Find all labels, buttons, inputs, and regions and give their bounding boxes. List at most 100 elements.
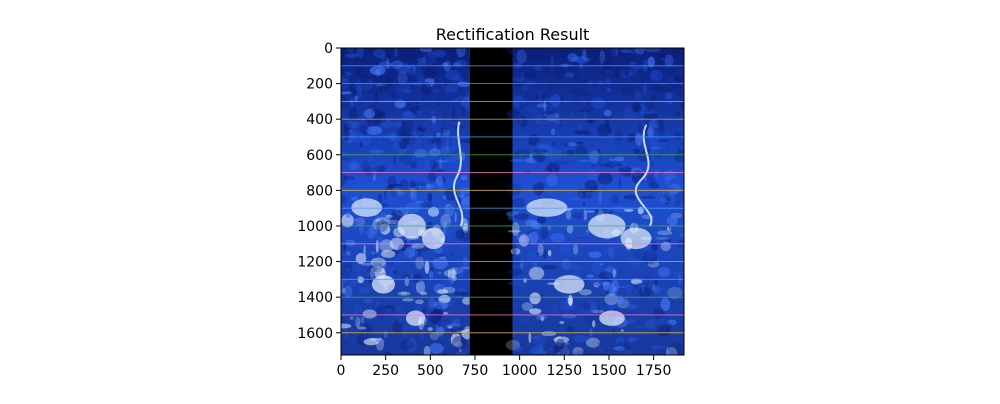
right-image-texture-blob	[653, 308, 666, 320]
left-image-texture-blob	[435, 253, 449, 262]
left-image-texture-blob	[341, 174, 348, 186]
right-image-texture-blob	[537, 90, 543, 104]
left-image-texture-blob	[341, 267, 351, 281]
right-image-texture-blob	[623, 194, 639, 200]
x-axis: 0 250 500 750 1000 1250 1500 1750	[337, 355, 672, 379]
x-tick-label: 1750	[636, 363, 672, 379]
right-image-texture-blob	[666, 81, 675, 93]
right-image-texture-blob	[646, 174, 656, 186]
right-image-snow-patch-4	[599, 310, 625, 326]
right-image-texture-blob	[582, 202, 586, 207]
right-image-texture-blob	[597, 153, 609, 167]
left-image-texture-blob	[355, 265, 361, 274]
right-image-texture-blob	[517, 306, 522, 312]
left-image-texture-blob	[366, 125, 383, 136]
right-image-texture-blob	[535, 315, 547, 320]
right-image-texture-blob	[611, 279, 620, 292]
right-image-texture-blob	[613, 346, 625, 351]
left-image-texture-blob	[348, 107, 358, 122]
left-image-texture-blob	[359, 72, 368, 84]
left-image-texture-blob	[416, 66, 421, 70]
left-image-texture-blob	[383, 352, 393, 355]
left-image-texture-blob	[378, 193, 383, 203]
left-image-texture-blob	[342, 48, 348, 61]
y-tick-label: 1400	[297, 290, 333, 306]
right-image-texture-blob	[652, 174, 659, 180]
left-image-texture-blob	[403, 122, 417, 125]
left-image-texture-blob	[399, 339, 416, 351]
left-image-texture-blob	[360, 140, 363, 148]
left-image-texture-blob	[345, 207, 352, 219]
right-image-texture-blob	[535, 141, 543, 153]
right-image-texture-blob	[597, 172, 613, 185]
left-image-texture-blob	[374, 92, 379, 105]
left-image-texture-blob	[394, 136, 402, 142]
right-image-texture-blob	[674, 273, 681, 279]
left-image-texture-blob	[390, 70, 397, 75]
left-image-texture-blob	[408, 130, 424, 137]
right-image-texture-blob	[628, 255, 642, 267]
right-image-texture-blob	[593, 272, 607, 275]
right-image-texture-blob	[658, 317, 665, 321]
right-image-texture-blob	[648, 182, 660, 189]
left-image-texture-blob	[353, 311, 358, 325]
right-image-texture-blob	[530, 51, 544, 63]
right-image-texture-blob	[543, 99, 547, 112]
left-image-texture-blob	[423, 68, 439, 77]
right-image-texture-blob	[623, 303, 638, 310]
right-image-texture-blob	[511, 222, 520, 236]
right-image-texture-blob	[634, 91, 642, 102]
left-image-texture-blob	[370, 266, 385, 274]
right-image-texture-blob	[505, 339, 520, 351]
left-image-texture-blob	[402, 189, 408, 201]
left-image-texture-blob	[346, 120, 360, 129]
right-image-texture-blob	[647, 56, 655, 68]
right-image-texture-blob	[647, 260, 660, 268]
right-image-texture-blob	[675, 110, 680, 118]
left-image-texture-blob	[414, 250, 420, 260]
right-image-snow-patch-3	[553, 275, 585, 294]
left-image-texture-blob	[456, 264, 465, 278]
left-image-river	[452, 121, 464, 227]
right-image-texture-blob	[578, 124, 582, 132]
left-image-texture-blob	[345, 53, 358, 58]
right-image-river	[634, 124, 653, 227]
left-image-texture-blob	[390, 90, 397, 102]
right-image-texture-blob	[623, 208, 634, 212]
right-image-texture-blob	[593, 282, 600, 288]
right-image-texture-blob	[586, 169, 598, 182]
right-image-texture-blob	[620, 49, 632, 54]
left-image-texture-blob	[395, 71, 407, 83]
left-image-texture-blob	[403, 65, 414, 69]
right-image-texture-blob	[523, 278, 527, 283]
right-image-texture-blob	[513, 154, 529, 166]
right-image-texture-blob	[533, 153, 546, 163]
left-image-texture-blob	[364, 165, 373, 176]
left-image-texture-blob	[458, 346, 462, 353]
right-image-texture-blob	[537, 243, 544, 256]
y-tick-label: 400	[306, 112, 333, 128]
right-image-texture-blob	[598, 271, 614, 282]
right-image-texture-blob	[666, 76, 674, 83]
right-image-texture-blob	[513, 118, 523, 123]
right-image-texture-blob	[573, 141, 585, 145]
right-image-texture-blob	[623, 66, 630, 75]
right-image-texture-blob	[591, 262, 605, 274]
right-image-texture-blob	[546, 227, 558, 233]
right-image-texture-blob	[590, 309, 605, 314]
left-image-texture-blob	[433, 301, 449, 310]
right-image-texture-blob	[618, 173, 628, 186]
left-image-texture-blob	[385, 214, 394, 219]
left-image-texture-blob	[420, 291, 427, 296]
left-image-texture-blob	[420, 82, 432, 96]
right-image-texture-blob	[666, 346, 678, 355]
left-image-texture-blob	[401, 120, 408, 130]
left-image-texture-blob	[414, 148, 428, 158]
right-image-texture-blob	[664, 238, 672, 243]
left-image-texture-blob	[417, 245, 430, 252]
right-image-texture-blob	[597, 341, 605, 346]
left-image-texture-blob	[400, 80, 409, 84]
right-image-texture-blob	[614, 130, 624, 142]
left-image-texture-blob	[369, 65, 386, 76]
right-image-texture-blob	[599, 50, 605, 65]
